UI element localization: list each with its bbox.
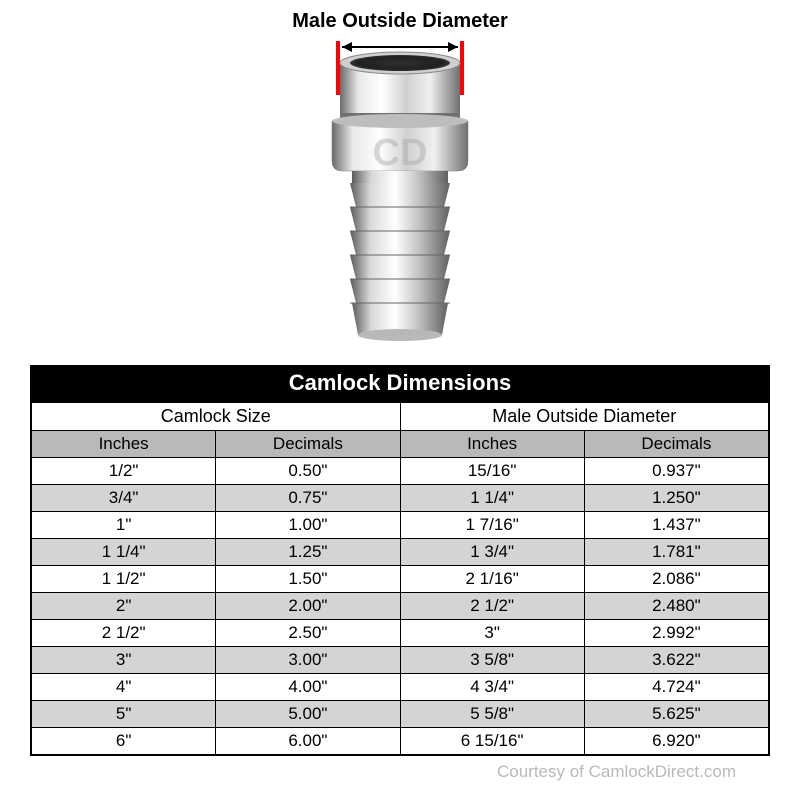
table-cell: 1" — [32, 512, 216, 539]
table-row: 6"6.00"6 15/16"6.920" — [32, 728, 769, 755]
table-cell: 3" — [32, 647, 216, 674]
dimensions-table-container: Camlock Dimensions Camlock Size Male Out… — [30, 365, 770, 756]
table-cell: 1 3/4" — [400, 539, 584, 566]
table-row: 1 1/4"1.25"1 3/4"1.781" — [32, 539, 769, 566]
table-cell: 1.250" — [584, 485, 768, 512]
table-row: 3/4"0.75"1 1/4"1.250" — [32, 485, 769, 512]
table-title: Camlock Dimensions — [31, 366, 769, 402]
sub-header-inches-2: Inches — [400, 431, 584, 458]
table-cell: 3 5/8" — [400, 647, 584, 674]
table-cell: 4 3/4" — [400, 674, 584, 701]
table-cell: 3.622" — [584, 647, 768, 674]
table-row: 5"5.00"5 5/8"5.625" — [32, 701, 769, 728]
table-cell: 3/4" — [32, 485, 216, 512]
table-cell: 5.625" — [584, 701, 768, 728]
diagram-label: Male Outside Diameter — [30, 10, 770, 33]
table-cell: 1.25" — [216, 539, 400, 566]
table-cell: 2.50" — [216, 620, 400, 647]
sub-header-inches-1: Inches — [32, 431, 216, 458]
diagram-area: Male Outside Diameter — [30, 10, 770, 365]
table-cell: 1/2" — [32, 458, 216, 485]
sub-header-decimals-2: Decimals — [584, 431, 768, 458]
dimension-arrow — [342, 42, 458, 52]
table-cell: 0.937" — [584, 458, 768, 485]
table-cell: 1 1/4" — [32, 539, 216, 566]
group-header-size: Camlock Size — [32, 403, 401, 431]
table-cell: 2 1/2" — [400, 593, 584, 620]
table-cell: 4.00" — [216, 674, 400, 701]
table-group-header-row: Camlock Size Male Outside Diameter — [32, 403, 769, 431]
table-cell: 1.781" — [584, 539, 768, 566]
table-cell: 4.724" — [584, 674, 768, 701]
group-header-diameter: Male Outside Diameter — [400, 403, 769, 431]
table-row: 2"2.00"2 1/2"2.480" — [32, 593, 769, 620]
table-cell: 1 7/16" — [400, 512, 584, 539]
table-body: 1/2"0.50"15/16"0.937"3/4"0.75"1 1/4"1.25… — [32, 458, 769, 755]
table-row: 1/2"0.50"15/16"0.937" — [32, 458, 769, 485]
table-cell: 0.50" — [216, 458, 400, 485]
table-row: 1"1.00"1 7/16"1.437" — [32, 512, 769, 539]
table-cell: 4" — [32, 674, 216, 701]
table-cell: 2.480" — [584, 593, 768, 620]
table-cell: 6.00" — [216, 728, 400, 755]
table-cell: 5.00" — [216, 701, 400, 728]
dimensions-table: Camlock Size Male Outside Diameter Inche… — [31, 402, 769, 755]
table-row: 1 1/2"1.50"2 1/16"2.086" — [32, 566, 769, 593]
table-cell: 1 1/4" — [400, 485, 584, 512]
table-row: 4"4.00"4 3/4"4.724" — [32, 674, 769, 701]
camlock-fitting-icon: CD — [332, 52, 468, 341]
sub-header-decimals-1: Decimals — [216, 431, 400, 458]
table-cell: 1 1/2" — [32, 566, 216, 593]
table-cell: 0.75" — [216, 485, 400, 512]
table-cell: 1.00" — [216, 512, 400, 539]
table-cell: 5 5/8" — [400, 701, 584, 728]
table-cell: 1.50" — [216, 566, 400, 593]
table-cell: 15/16" — [400, 458, 584, 485]
table-row: 2 1/2"2.50"3"2.992" — [32, 620, 769, 647]
courtesy-text: Courtesy of CamlockDirect.com — [30, 756, 770, 782]
table-cell: 1.437" — [584, 512, 768, 539]
table-cell: 2.992" — [584, 620, 768, 647]
table-cell: 3.00" — [216, 647, 400, 674]
table-cell: 2.00" — [216, 593, 400, 620]
table-cell: 6 15/16" — [400, 728, 584, 755]
table-cell: 6" — [32, 728, 216, 755]
table-cell: 2 1/16" — [400, 566, 584, 593]
table-row: 3"3.00"3 5/8"3.622" — [32, 647, 769, 674]
table-cell: 5" — [32, 701, 216, 728]
camlock-fitting-diagram: CD — [270, 35, 530, 355]
table-cell: 2" — [32, 593, 216, 620]
table-cell: 3" — [400, 620, 584, 647]
table-cell: 2 1/2" — [32, 620, 216, 647]
table-cell: 6.920" — [584, 728, 768, 755]
svg-text:CD: CD — [373, 132, 428, 174]
table-cell: 2.086" — [584, 566, 768, 593]
table-sub-header-row: Inches Decimals Inches Decimals — [32, 431, 769, 458]
